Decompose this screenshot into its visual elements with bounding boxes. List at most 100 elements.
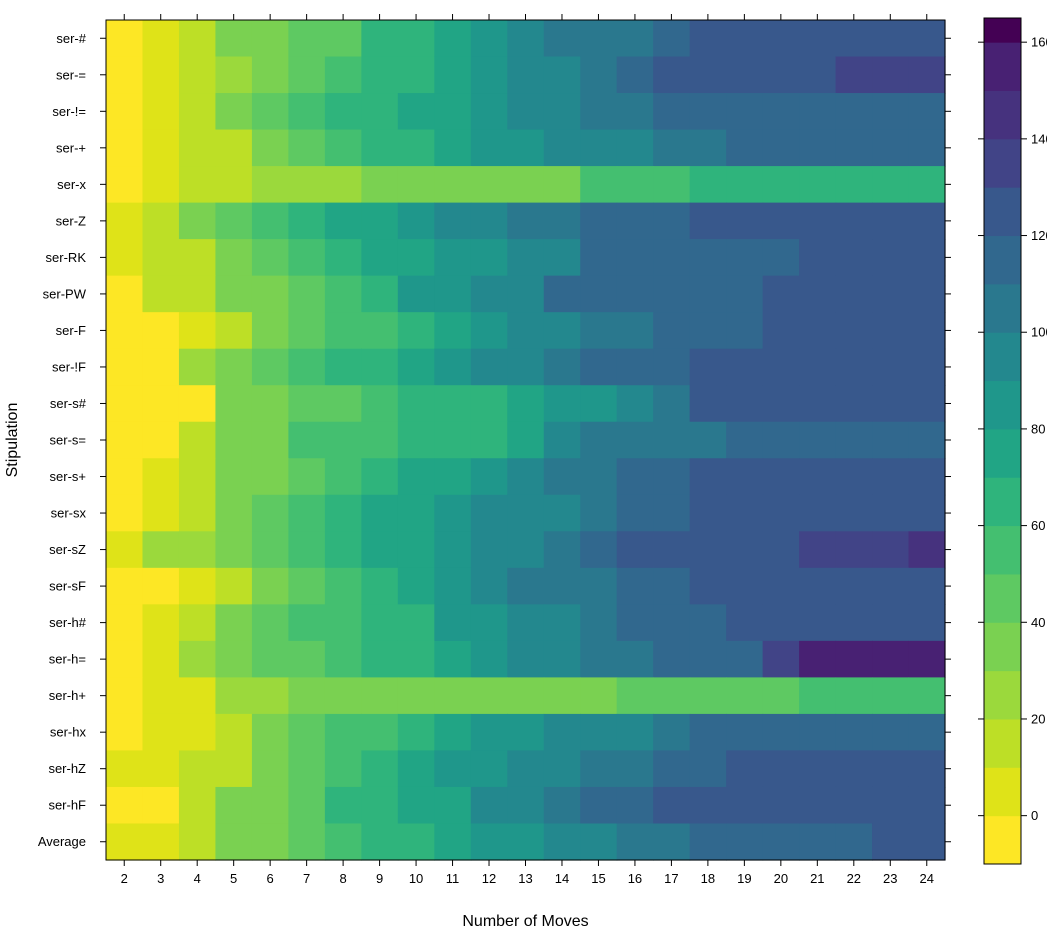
heatmap-cell (616, 750, 654, 788)
heatmap-cell (324, 713, 362, 752)
heatmap-cell (908, 750, 946, 788)
heatmap-cell (616, 20, 654, 58)
heatmap-cell (580, 421, 618, 459)
heatmap-cell (251, 348, 289, 386)
heatmap-cell (580, 239, 618, 277)
heatmap-cell (835, 202, 873, 240)
heatmap-cell (397, 494, 435, 532)
x-tick-label: 20 (774, 871, 788, 886)
heatmap-cell (215, 677, 253, 715)
heatmap-cell (470, 567, 508, 605)
heatmap-cell (215, 421, 253, 459)
heatmap-cell (543, 786, 581, 825)
heatmap-cell (580, 567, 618, 605)
heatmap-cell (872, 56, 910, 94)
heatmap-cell (653, 677, 691, 715)
heatmap-cell (507, 823, 545, 861)
heatmap-cell (507, 713, 545, 752)
heatmap-cell (434, 823, 472, 861)
heatmap-cell (434, 166, 472, 204)
colorbar-tick-label: 0 (1031, 808, 1038, 823)
heatmap-cell (689, 823, 727, 861)
heatmap-cell (762, 312, 800, 350)
heatmap-cell (507, 166, 545, 204)
heatmap-cell (434, 786, 472, 825)
y-tick-label: ser-Z (56, 213, 86, 228)
heatmap-cell (653, 786, 691, 825)
heatmap-cell (178, 129, 217, 167)
heatmap-cell (142, 202, 180, 240)
heatmap-cell (251, 312, 289, 350)
colorbar-bin (984, 90, 1021, 140)
heatmap-cell (543, 458, 581, 496)
heatmap-cell (106, 348, 144, 386)
heatmap-cell (106, 312, 144, 350)
heatmap-cell (470, 129, 508, 167)
heatmap-cell (580, 750, 618, 788)
heatmap-cell (872, 385, 910, 423)
heatmap-cell (543, 567, 581, 605)
heatmap-cell (726, 275, 764, 313)
heatmap-cell (543, 385, 581, 423)
heatmap-cell (251, 20, 289, 58)
heatmap-cell (653, 531, 691, 569)
y-tick-label: ser-RK (46, 250, 87, 265)
heatmap-cell (835, 750, 873, 788)
heatmap-cell (288, 93, 326, 131)
heatmap-cell (106, 786, 144, 825)
heatmap-cell (251, 786, 289, 825)
heatmap-cell (872, 786, 910, 825)
y-tick-label: ser-F (56, 323, 86, 338)
heatmap-cell (106, 823, 144, 861)
heatmap-cell (324, 239, 362, 277)
heatmap-cell (507, 677, 545, 715)
heatmap-cell (251, 458, 289, 496)
heatmap-cell (288, 239, 326, 277)
heatmap-cell (762, 750, 800, 788)
heatmap-cell (799, 421, 837, 459)
heatmap-cell (142, 421, 180, 459)
heatmap-cell (799, 786, 837, 825)
heatmap-cell (106, 202, 144, 240)
heatmap-cell (872, 640, 910, 678)
heatmap-cell (543, 421, 581, 459)
heatmap-cell (616, 93, 654, 131)
heatmap-cell (653, 458, 691, 496)
heatmap-cell (543, 494, 581, 532)
heatmap-cell (908, 713, 946, 752)
heatmap-cell (580, 56, 618, 94)
heatmap-cell (507, 312, 545, 350)
heatmap-cell (653, 421, 691, 459)
heatmap-cell (580, 20, 618, 58)
heatmap-cell (142, 93, 180, 131)
colorbar-tick-label: 80 (1031, 421, 1045, 436)
heatmap-cell (762, 385, 800, 423)
heatmap-cell (106, 531, 144, 569)
heatmap-cell (251, 750, 289, 788)
heatmap-cell (434, 604, 472, 642)
heatmap-cell (215, 458, 253, 496)
heatmap-cell (726, 750, 764, 788)
heatmap-cell (215, 93, 253, 131)
heatmap-cell (689, 531, 727, 569)
heatmap-cell (106, 56, 144, 94)
heatmap-cell (106, 567, 144, 605)
heatmap-cell (689, 385, 727, 423)
heatmap-cell (653, 494, 691, 532)
heatmap-cell (142, 20, 180, 58)
heatmap-cell (288, 56, 326, 94)
heatmap-cell (543, 20, 581, 58)
heatmap-cell (653, 129, 691, 167)
heatmap-cell (361, 312, 399, 350)
heatmap-cell (434, 567, 472, 605)
heatmap-cell (799, 275, 837, 313)
x-tick-label: 12 (482, 871, 496, 886)
heatmap-cell (908, 56, 946, 94)
heatmap-cells (106, 20, 946, 861)
heatmap-cell (361, 275, 399, 313)
heatmap-cell (762, 458, 800, 496)
heatmap-cell (543, 677, 581, 715)
heatmap-cell (689, 166, 727, 204)
heatmap-cell (799, 677, 837, 715)
